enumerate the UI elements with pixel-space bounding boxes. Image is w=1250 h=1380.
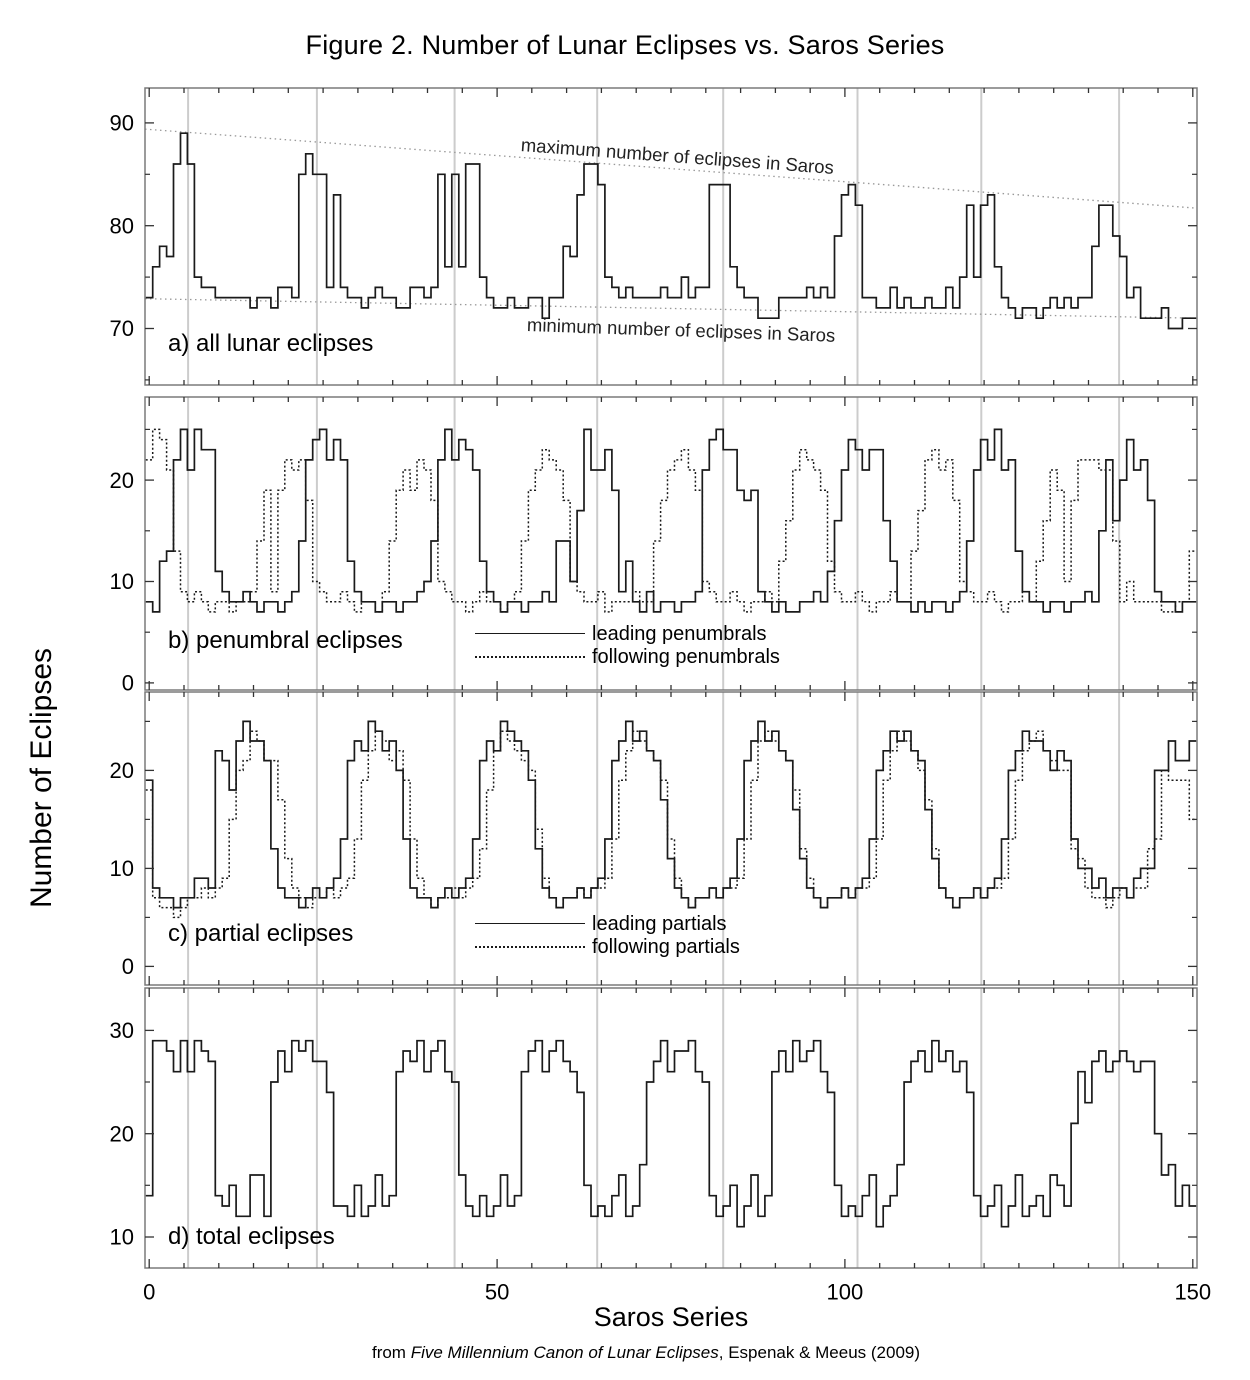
x-axis-label: Saros Series: [593, 1302, 749, 1332]
x-tick-label: 50: [485, 1280, 509, 1305]
legend-label-following-penumbrals: following penumbrals: [592, 646, 780, 668]
legend-label-leading-partials: leading partials: [592, 913, 727, 935]
panel-b-label: b) penumbral eclipses: [168, 627, 403, 654]
legend-line-dotted-penumbral: [475, 656, 585, 658]
y-tick-label: 80: [110, 213, 134, 238]
caption-prefix: from: [371, 1343, 411, 1362]
max-trend-line: [144, 128, 1198, 209]
panel-a-label: a) all lunar eclipses: [168, 330, 374, 357]
y-tick-label: 70: [110, 316, 134, 341]
series-following-partials: [145, 730, 1197, 919]
caption-suffix: , Espenak & Meeus (2009): [718, 1343, 921, 1362]
series-total-eclipses: [145, 1039, 1197, 1228]
series-following-penumbrals: [145, 428, 1197, 613]
y-tick-label: 0: [122, 954, 134, 979]
legend-line-solid-penumbral: [475, 633, 585, 634]
series-all-lunar-eclipses: [145, 132, 1197, 330]
figure-title: Figure 2. Number of Lunar Eclipses vs. S…: [305, 30, 945, 60]
series-leading-partials: [145, 720, 1197, 909]
panel-d: 0 50 100 150 10 20 30: [110, 987, 1211, 1305]
x-tick-label: 150: [1174, 1280, 1211, 1305]
panel-c: 0 10 20: [110, 691, 1198, 986]
caption: from Five Millennium Canon of Lunar Ecli…: [0, 1343, 1250, 1363]
y-tick-label: 10: [110, 856, 134, 881]
series-leading-penumbrals: [145, 428, 1197, 613]
panel-d-label: d) total eclipses: [168, 1223, 335, 1250]
y-tick-label: 20: [110, 468, 134, 493]
min-trend-line: [144, 298, 1198, 319]
x-tick-label: 0: [143, 1280, 155, 1305]
caption-source-title: Five Millennium Canon of Lunar Eclipses: [410, 1343, 719, 1362]
legend-label-leading-penumbrals: leading penumbrals: [592, 623, 767, 645]
legend-line-dotted-partial: [475, 946, 585, 948]
y-tick-label: 20: [110, 1121, 134, 1146]
y-tick-label: 10: [110, 569, 134, 594]
y-tick-label: 90: [110, 111, 134, 136]
y-tick-label: 30: [110, 1018, 134, 1043]
x-tick-label: 100: [827, 1280, 864, 1305]
panel-b: 0 10 20: [110, 396, 1198, 696]
panel-c-label: c) partial eclipses: [168, 920, 354, 947]
legend-label-following-partials: following partials: [592, 936, 740, 958]
panel-a: 70 80 90: [110, 87, 1198, 386]
y-tick-label: 20: [110, 758, 134, 783]
y-tick-label: 0: [122, 671, 134, 696]
legend-line-solid-partial: [475, 923, 585, 924]
y-tick-label: 10: [110, 1225, 134, 1250]
